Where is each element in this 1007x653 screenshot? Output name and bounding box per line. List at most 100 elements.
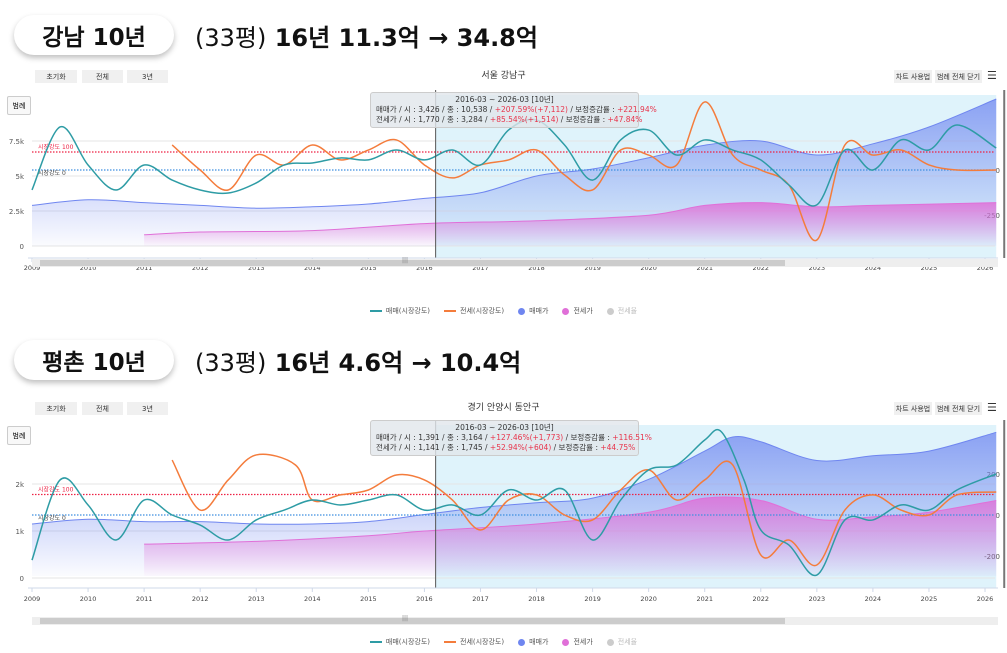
legend-jeonse-price[interactable]: 전세가 — [562, 306, 593, 316]
reset-button[interactable]: 초기화 — [35, 402, 77, 415]
chart-guide-button[interactable]: 차트 사용법 — [894, 70, 932, 83]
left-axis-tick: 1k — [15, 528, 24, 536]
x-tick-label: 2014 — [304, 264, 321, 272]
tooltip-sale-row: 매매가 / 시 : 1,391 / 종 : 3,164 / +127.46%(+… — [371, 433, 652, 443]
scrollbar-thumb[interactable] — [40, 618, 785, 624]
legend-jeonse-strength[interactable]: 전세(시장강도) — [444, 637, 504, 647]
legend-label: 매매가 — [529, 307, 549, 315]
area-title: 평촌 10년 — [42, 350, 146, 376]
legend-sale-strength[interactable]: 매매(시장강도) — [369, 637, 430, 647]
jeonse-change: +52.94%(+604) — [489, 443, 552, 452]
area-title-pill: 강남 10년 — [14, 15, 174, 55]
three-year-button[interactable]: 3년 — [127, 402, 168, 415]
price-summary: (33평) 16년 4.6억 → 10.4억 — [195, 343, 521, 378]
x-tick-label: 2009 — [24, 264, 41, 272]
legend-sale-price[interactable]: 매매가 — [518, 637, 548, 647]
x-tick-label: 2020 — [640, 264, 657, 272]
x-tick-label: 2026 — [977, 264, 994, 272]
sale-adj-label: / 보정증감률 : — [567, 105, 618, 114]
price-summary: (33평) 16년 11.3억 → 34.8억 — [195, 18, 538, 53]
tooltip-jeonse-row: 전세가 / 시 : 1,770 / 종 : 3,284 / +85.54%(+1… — [371, 115, 642, 125]
sale-values: 매매가 / 시 : 1,391 / 종 : 3,164 / — [376, 433, 490, 442]
x-tick-label: 2017 — [472, 264, 489, 272]
jeonse-adj-value: +47.84% — [607, 115, 643, 124]
legend-toggle-button[interactable]: 범례 — [7, 96, 31, 115]
sale-adj-label: / 보정증감률 : — [563, 433, 613, 442]
legend-sale-price[interactable]: 매매가 — [518, 306, 548, 316]
x-tick-label: 2025 — [921, 595, 938, 603]
chart-guide-button[interactable]: 차트 사용법 — [894, 402, 932, 415]
scrollbar-thumb[interactable] — [40, 260, 785, 266]
legend-toggle-button[interactable]: 범례 — [7, 426, 31, 445]
x-tick-label: 2019 — [584, 264, 601, 272]
price-change: 16년 4.6억 → 10.4억 — [274, 349, 522, 377]
jeonse-price-edge — [144, 202, 997, 236]
x-tick-label: 2011 — [136, 595, 153, 603]
dot-swatch-icon — [606, 307, 614, 315]
left-axis-tick: 5k — [15, 173, 24, 181]
tooltip-period: 2016-03 ~ 2026-03 [10년] — [455, 423, 554, 432]
jeonse-price-area — [144, 497, 997, 576]
x-tick-label: 2012 — [192, 264, 209, 272]
sale-strength-line — [31, 428, 997, 577]
sale-strength-line — [31, 118, 997, 207]
range-scrollbar[interactable]: ||| — [32, 615, 998, 625]
legend-label: 매매(시장강도) — [385, 638, 430, 646]
three-year-button[interactable]: 3년 — [127, 70, 168, 83]
strength-100-label: 시장강도 100 — [38, 143, 74, 151]
right-axis-tick: 0 — [996, 167, 1000, 175]
legend-jeonse-strength[interactable]: 전세(시장강도) — [444, 306, 504, 316]
period-tooltip: 2016-03 ~ 2026-03 [10년] 매매가 / 시 : 1,391 … — [370, 420, 652, 456]
legend-label: 전세가 — [573, 307, 593, 315]
jeonse-values: 전세가 / 시 : 1,770 / 종 : 3,284 / — [376, 115, 490, 124]
x-tick-label: 2014 — [304, 595, 321, 603]
dot-swatch-icon — [606, 638, 614, 646]
x-tick-label: 2021 — [696, 264, 713, 272]
legend-label: 전세율 — [617, 638, 638, 646]
price-change: 16년 11.3억 → 34.8억 — [274, 24, 538, 52]
x-tick-label: 2013 — [248, 595, 265, 603]
x-tick-label: 2023 — [809, 264, 826, 272]
legend-sale-strength[interactable]: 매매(시장강도) — [369, 306, 430, 316]
legend-label: 전세가 — [573, 638, 593, 646]
all-range-button[interactable]: 전체 — [82, 402, 123, 415]
sale-values: 매매가 / 시 : 3,426 / 종 : 10,538 / — [376, 105, 495, 114]
reset-button[interactable]: 초기화 — [35, 70, 77, 83]
legend-jeonse-ratio[interactable]: 전세율 — [606, 306, 638, 316]
jeonse-strength-line — [171, 101, 997, 242]
x-tick-label: 2026 — [977, 595, 994, 603]
chart-legend: 매매(시장강도) 전세(시장강도) 매매가 전세가 전세율 — [0, 306, 1007, 316]
legend-label: 매매가 — [529, 638, 549, 646]
hamburger-menu-icon[interactable]: ☰ — [987, 401, 997, 414]
legend-label: 매매(시장강도) — [385, 307, 430, 315]
x-tick-label: 2018 — [528, 264, 545, 272]
hamburger-menu-icon[interactable]: ☰ — [987, 69, 997, 82]
legend-jeonse-price[interactable]: 전세가 — [562, 637, 593, 647]
close-all-legend-button[interactable]: 범례 전체 닫기 — [935, 70, 982, 83]
x-tick-label: 2012 — [192, 595, 209, 603]
x-tick-label: 2016 — [416, 595, 433, 603]
strength-100-label: 시장강도 100 — [38, 486, 74, 494]
all-range-button[interactable]: 전체 — [82, 70, 123, 83]
sale-change: +127.46%(+1,773) — [489, 433, 564, 442]
dot-swatch-icon — [562, 307, 570, 315]
line-swatch-icon — [444, 641, 456, 643]
x-tick-label: 2015 — [360, 264, 377, 272]
dot-swatch-icon — [518, 638, 526, 646]
jeonse-price-area — [144, 202, 997, 246]
chart-title: 경기 안양시 동안구 — [467, 403, 540, 413]
chart-title: 서울 강남구 — [481, 71, 526, 81]
strength-0-label: 시장강도 0 — [38, 169, 66, 177]
legend-label: 전세율 — [617, 307, 638, 315]
x-tick-label: 2022 — [753, 595, 770, 603]
jeonse-change: +85.54%(+1,514) — [489, 115, 559, 124]
legend-jeonse-ratio[interactable]: 전세율 — [606, 637, 638, 647]
line-swatch-icon — [444, 310, 456, 312]
sale-price-edge — [31, 98, 997, 209]
jeonse-price-edge — [144, 496, 997, 545]
close-all-legend-button[interactable]: 범례 전체 닫기 — [935, 402, 982, 415]
range-scrollbar[interactable]: ||| — [32, 257, 998, 267]
jeonse-adj-value: +44.75% — [600, 443, 636, 452]
chart-legend: 매매(시장강도) 전세(시장강도) 매매가 전세가 전세율 — [0, 637, 1007, 647]
x-tick-label: 2010 — [80, 595, 97, 603]
